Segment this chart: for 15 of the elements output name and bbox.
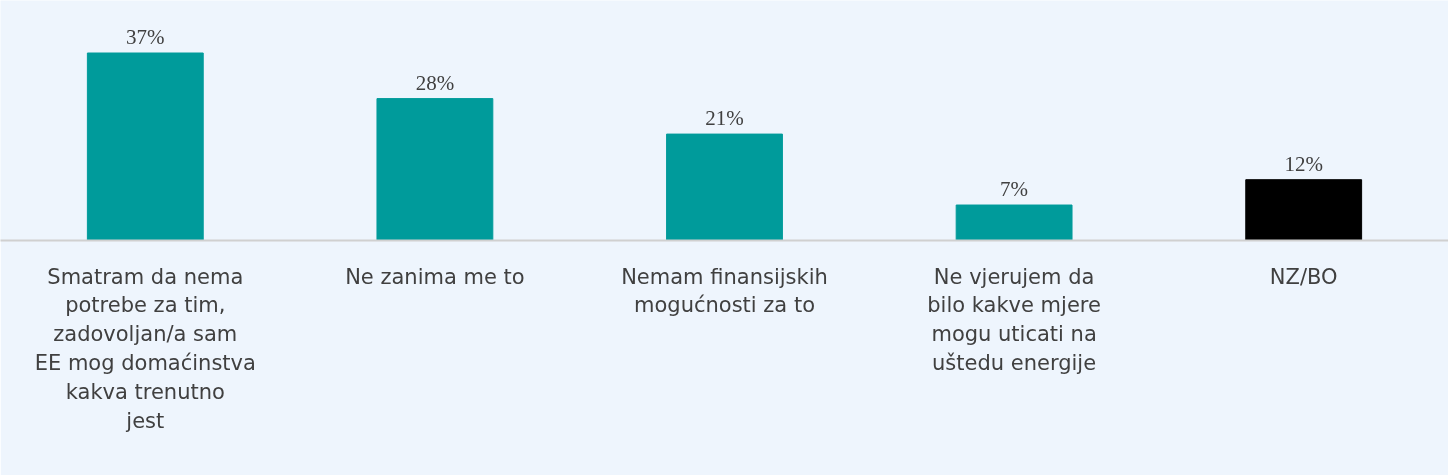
x-tick-label: Ne vjerujem da bilo kakve mjere mogu uticati na uštedu energije — [927, 264, 1101, 375]
x-tick-label: Ne zanima me to — [345, 264, 525, 289]
bar — [666, 133, 783, 241]
bar — [955, 204, 1073, 241]
bar — [86, 52, 204, 241]
data-label: 12% — [1284, 151, 1323, 176]
bar — [376, 98, 494, 241]
data-label: 21% — [705, 106, 744, 131]
bar — [1245, 179, 1363, 241]
data-label: 37% — [126, 25, 165, 49]
x-tick-label: Nemam finansijskih mogućnosti za to — [621, 264, 828, 318]
data-label: 28% — [415, 70, 455, 95]
data-label: 7% — [1000, 177, 1029, 202]
x-tick-label: Smatram da nema potrebe za tim, zadovoljan/a sam EE mog domaćinstva kakva trenutno jest — [34, 264, 256, 433]
x-tick-label: NZ/BO — [1269, 264, 1338, 289]
